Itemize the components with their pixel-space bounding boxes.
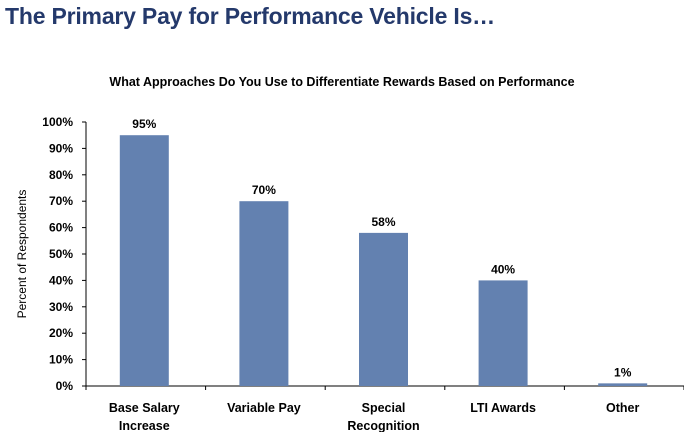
- data-label: 70%: [252, 183, 276, 197]
- y-tick-label: 60%: [49, 221, 73, 235]
- y-tick-label: 90%: [49, 141, 73, 155]
- y-tick-label: 100%: [42, 115, 73, 129]
- data-label: 40%: [491, 262, 515, 276]
- bar: [119, 135, 169, 386]
- y-axis-label: Percent of Respondents: [15, 190, 29, 319]
- x-tick-label: Recognition: [347, 419, 419, 432]
- x-tick-label: Variable Pay: [227, 401, 301, 415]
- data-label: 1%: [614, 365, 632, 379]
- x-tick-label: Increase: [119, 419, 170, 432]
- page-title: The Primary Pay for Performance Vehicle …: [5, 3, 495, 29]
- bar: [478, 280, 528, 386]
- y-tick-label: 50%: [49, 247, 73, 261]
- x-tick-label: Other: [606, 401, 639, 415]
- bar: [359, 232, 408, 386]
- y-tick-label: 20%: [49, 326, 73, 340]
- x-tick-label: Base Salary: [109, 401, 180, 415]
- y-tick-label: 30%: [49, 300, 73, 314]
- y-tick-label: 0%: [56, 379, 74, 393]
- y-tick-label: 80%: [49, 168, 73, 182]
- bar: [239, 201, 289, 386]
- bar: [598, 383, 648, 386]
- data-label: 58%: [371, 215, 395, 229]
- chart-title: What Approaches Do You Use to Differenti…: [109, 75, 574, 89]
- y-tick-label: 70%: [49, 194, 73, 208]
- x-tick-label: Special: [362, 401, 406, 415]
- data-label: 95%: [132, 117, 156, 131]
- y-tick-label: 40%: [49, 273, 73, 287]
- y-tick-label: 10%: [49, 353, 73, 367]
- x-tick-label: LTI Awards: [470, 401, 536, 415]
